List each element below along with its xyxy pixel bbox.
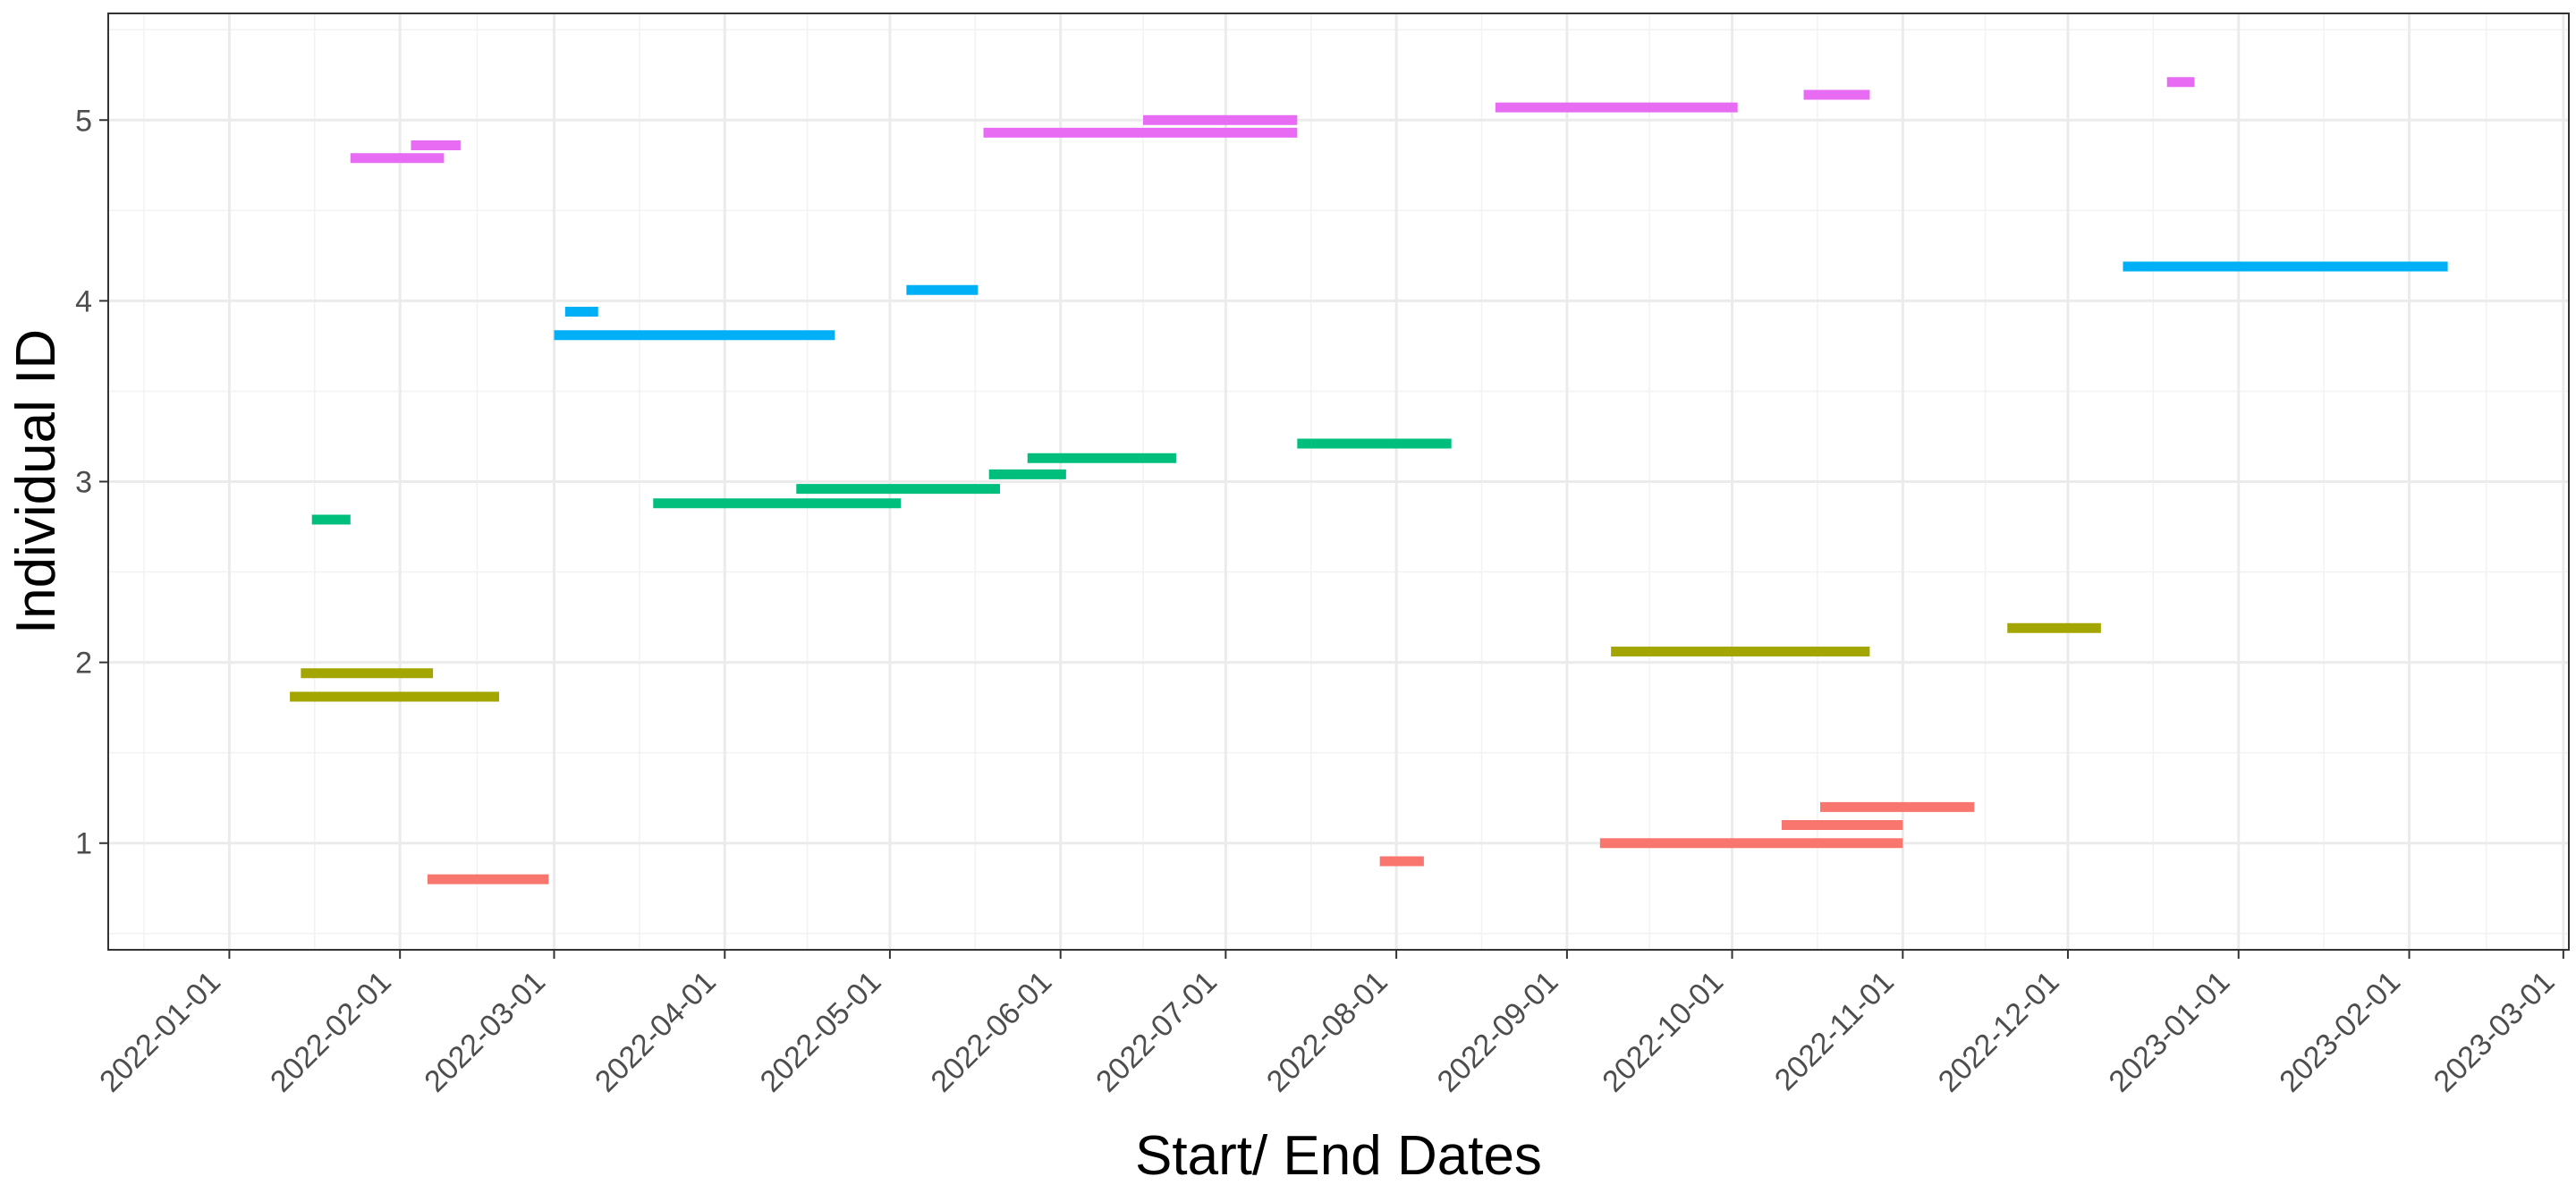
y-tick-label: 3 — [75, 466, 92, 500]
x-axis-title: Start/ End Dates — [1135, 1125, 1542, 1187]
y-tick-label: 2 — [75, 647, 92, 681]
data-segments — [290, 77, 2448, 885]
axis-ticks — [99, 119, 2564, 959]
major-gridlines — [108, 13, 2569, 950]
y-tick-label: 1 — [75, 827, 92, 861]
y-tick-label: 5 — [75, 104, 92, 138]
y-axis-title: Individual ID — [5, 329, 67, 634]
y-axis-tick-labels: 1 2 3 4 5 — [75, 104, 92, 860]
y-tick-label: 4 — [75, 284, 92, 318]
